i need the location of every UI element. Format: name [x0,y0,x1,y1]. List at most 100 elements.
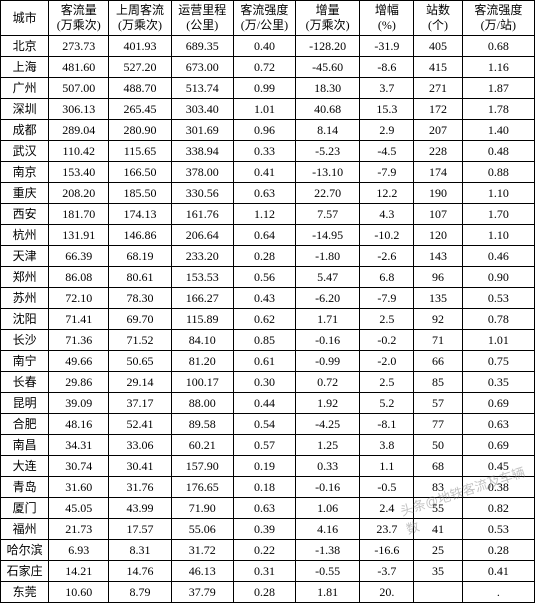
city-cell: 天津 [1,246,49,267]
value-cell: 0.54 [233,414,295,435]
value-cell: 0.31 [233,561,295,582]
value-cell: 96 [414,267,462,288]
city-cell: 深圳 [1,99,49,120]
value-cell: -4.5 [360,141,414,162]
value-cell: 39.09 [49,393,109,414]
table-row: 西安181.70174.13161.761.127.574.31071.70 [1,204,535,225]
value-cell: 5.2 [360,393,414,414]
value-cell: 166.50 [109,162,171,183]
value-cell: 233.20 [171,246,233,267]
value-cell: 1.70 [462,204,534,225]
value-cell: 265.45 [109,99,171,120]
value-cell: 86.08 [49,267,109,288]
value-cell: 689.35 [171,36,233,57]
value-cell: 15.3 [360,99,414,120]
value-cell: 507.00 [49,78,109,99]
value-cell: 0.33 [296,456,360,477]
col-header-line2: (万乘次) [118,18,162,32]
value-cell: -1.38 [296,540,360,561]
value-cell: 71.52 [109,330,171,351]
col-header-8: 客流强度(万/站) [462,1,534,36]
value-cell: 527.20 [109,57,171,78]
value-cell: 303.40 [171,99,233,120]
value-cell: 30.74 [49,456,109,477]
value-cell: 68.19 [109,246,171,267]
value-cell: 143 [414,246,462,267]
value-cell: 0.43 [233,288,295,309]
value-cell: 2.5 [360,372,414,393]
value-cell: -6.20 [296,288,360,309]
value-cell: 46.13 [171,561,233,582]
value-cell: -0.16 [296,330,360,351]
value-cell: 0.22 [233,540,295,561]
city-cell: 重庆 [1,183,49,204]
table-row: 苏州72.1078.30166.270.43-6.20-7.91350.53 [1,288,535,309]
value-cell: 85 [414,372,462,393]
value-cell: 0.63 [233,183,295,204]
table-row: 东莞10.608.7937.790.281.8120.. [1,582,535,603]
value-cell: 673.00 [171,57,233,78]
table-row: 武汉110.42115.65338.940.33-5.23-4.52280.48 [1,141,535,162]
value-cell: 40.68 [296,99,360,120]
col-header-line1: 增量 [316,3,340,17]
city-cell: 福州 [1,519,49,540]
value-cell: 12.2 [360,183,414,204]
value-cell: 17.57 [109,519,171,540]
table-row: 成都289.04280.90301.690.968.142.92071.40 [1,120,535,141]
col-header-line1: 增幅 [375,3,399,17]
table-row: 广州507.00488.70513.740.9918.303.72711.87 [1,78,535,99]
city-cell: 哈尔滨 [1,540,49,561]
value-cell: 115.89 [171,309,233,330]
value-cell: 0.18 [233,477,295,498]
value-cell: 1.10 [462,225,534,246]
value-cell: 89.58 [171,414,233,435]
table-row: 天津66.3968.19233.200.28-1.80-2.61430.46 [1,246,535,267]
value-cell: 33.06 [109,435,171,456]
city-cell: 成都 [1,120,49,141]
value-cell: 207 [414,120,462,141]
value-cell: 206.64 [171,225,233,246]
city-cell: 青岛 [1,477,49,498]
value-cell: 1.40 [462,120,534,141]
value-cell: 31.60 [49,477,109,498]
value-cell: 330.56 [171,183,233,204]
value-cell: 0.30 [233,372,295,393]
city-cell: 郑州 [1,267,49,288]
city-cell: 北京 [1,36,49,57]
value-cell: 172 [414,99,462,120]
value-cell: 208.20 [49,183,109,204]
value-cell: 92 [414,309,462,330]
value-cell: 60.21 [171,435,233,456]
value-cell: 0.19 [233,456,295,477]
value-cell: 55.06 [171,519,233,540]
value-cell: 0.38 [462,477,534,498]
value-cell: 50.65 [109,351,171,372]
table-row: 哈尔滨6.938.3131.720.22-1.38-16.6250.28 [1,540,535,561]
value-cell: 107 [414,204,462,225]
value-cell: 0.33 [233,141,295,162]
value-cell: 135 [414,288,462,309]
value-cell: 0.56 [233,267,295,288]
header-row: 城市客流量(万乘次)上周客流(万乘次)运营里程(公里)客流强度(万/公里)增量(… [1,1,535,36]
value-cell: 37.79 [171,582,233,603]
value-cell: 1.16 [462,57,534,78]
value-cell: 153.40 [49,162,109,183]
value-cell: 3.8 [360,435,414,456]
value-cell: 1.78 [462,99,534,120]
city-cell: 南京 [1,162,49,183]
table-row: 北京273.73401.93689.350.40-128.20-31.94050… [1,36,535,57]
value-cell: 0.96 [233,120,295,141]
table-row: 长春29.8629.14100.170.300.722.5850.35 [1,372,535,393]
city-cell: 武汉 [1,141,49,162]
value-cell: 83 [414,477,462,498]
value-cell: 2.9 [360,120,414,141]
col-header-line1: 上周客流 [116,3,164,17]
value-cell: 289.04 [49,120,109,141]
value-cell: 35 [414,561,462,582]
value-cell: -31.9 [360,36,414,57]
col-header-line1: 客流强度 [474,3,522,17]
value-cell: 0.88 [462,162,534,183]
value-cell: 181.70 [49,204,109,225]
value-cell: -13.10 [296,162,360,183]
city-cell: 苏州 [1,288,49,309]
